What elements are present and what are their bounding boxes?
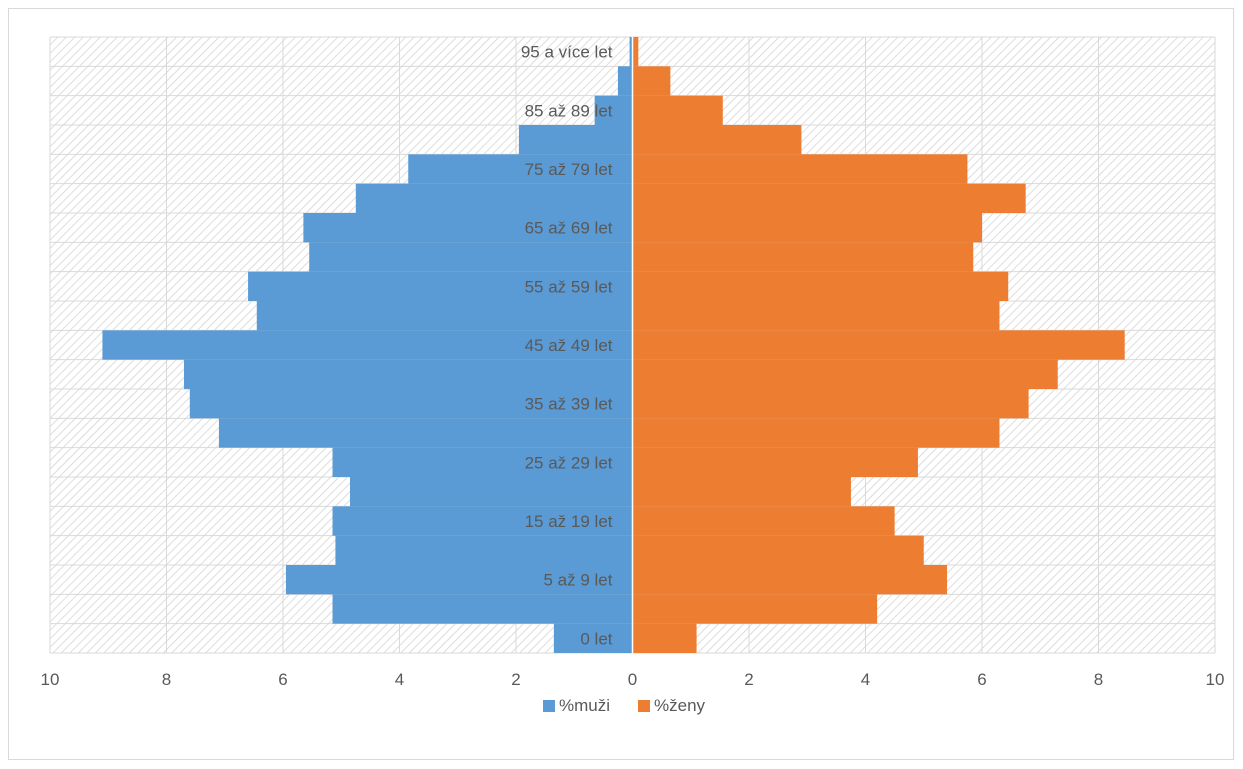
x-tick-label: 10 <box>41 670 60 689</box>
male-bar-6 <box>332 447 633 477</box>
male-bar-4 <box>332 506 633 536</box>
female-legend-swatch <box>638 700 650 712</box>
female-bar-5 <box>632 477 851 507</box>
male-bar-1 <box>332 594 633 624</box>
male-bar-13 <box>309 242 633 272</box>
category-label: 35 až 39 let <box>525 395 613 414</box>
male-bar-2 <box>285 565 633 595</box>
male-bar-18 <box>594 95 633 125</box>
population-pyramid-chart: 0 let 5 až 9 let 15 až 19 let 25 až 29 let 3… <box>41 36 1225 715</box>
female-bar-16 <box>632 154 968 184</box>
female-bar-3 <box>632 535 924 565</box>
female-bar-0 <box>632 623 697 653</box>
male-bar-17 <box>518 125 633 155</box>
female-bar-17 <box>632 125 802 155</box>
male-bar-15 <box>355 183 633 213</box>
male-bar-0 <box>553 623 633 653</box>
female-bar-7 <box>632 418 1000 448</box>
male-bar-8 <box>189 389 633 419</box>
female-bar-18 <box>632 95 723 125</box>
category-label: 65 až 69 let <box>525 219 613 238</box>
female-bar-19 <box>632 66 671 96</box>
female-bar-8 <box>632 389 1029 419</box>
x-tick-label: 8 <box>1094 670 1103 689</box>
female-bar-15 <box>632 183 1026 213</box>
male-bar-16 <box>408 154 633 184</box>
category-label: 55 až 59 let <box>525 277 613 296</box>
chart-frame: 0 let 5 až 9 let 15 až 19 let 25 až 29 let 3… <box>8 8 1234 760</box>
category-label: 5 až 9 let <box>544 571 613 590</box>
x-tick-label: 6 <box>977 670 986 689</box>
x-tick-label: 0 <box>628 670 637 689</box>
female-bar-4 <box>632 506 895 536</box>
category-label: 85 až 89 let <box>525 101 613 120</box>
male-bar-3 <box>335 535 633 565</box>
male-legend-label: %muži <box>559 696 610 715</box>
male-legend-swatch <box>543 700 555 712</box>
female-bar-9 <box>632 359 1058 389</box>
female-bar-2 <box>632 565 948 595</box>
male-bar-19 <box>617 66 633 96</box>
x-tick-label: 10 <box>1206 670 1225 689</box>
female-bar-13 <box>632 242 974 272</box>
category-label: 0 let <box>580 629 612 648</box>
x-tick-label: 4 <box>395 670 404 689</box>
female-bar-11 <box>632 301 1000 331</box>
category-label: 95 a více let <box>521 43 613 62</box>
male-bar-7 <box>218 418 633 448</box>
x-tick-label: 6 <box>278 670 287 689</box>
female-bar-20 <box>632 37 639 67</box>
category-label: 45 až 49 let <box>525 336 613 355</box>
x-tick-label: 8 <box>162 670 171 689</box>
female-legend-label: %ženy <box>654 696 706 715</box>
x-tick-label: 4 <box>861 670 870 689</box>
male-bar-12 <box>248 271 633 301</box>
female-bar-10 <box>632 330 1125 360</box>
male-bar-10 <box>102 330 633 360</box>
x-tick-label: 2 <box>744 670 753 689</box>
male-bar-9 <box>183 359 633 389</box>
female-bar-14 <box>632 213 982 243</box>
male-bar-11 <box>256 301 633 331</box>
female-bar-1 <box>632 594 878 624</box>
female-bar-12 <box>632 271 1009 301</box>
category-label: 75 až 79 let <box>525 160 613 179</box>
male-bar-20 <box>629 37 633 67</box>
x-tick-label: 2 <box>511 670 520 689</box>
category-label: 25 až 29 let <box>525 453 613 472</box>
category-label: 15 až 19 let <box>525 512 613 531</box>
male-bar-5 <box>349 477 633 507</box>
male-bar-14 <box>303 213 633 243</box>
female-bar-6 <box>632 447 918 477</box>
